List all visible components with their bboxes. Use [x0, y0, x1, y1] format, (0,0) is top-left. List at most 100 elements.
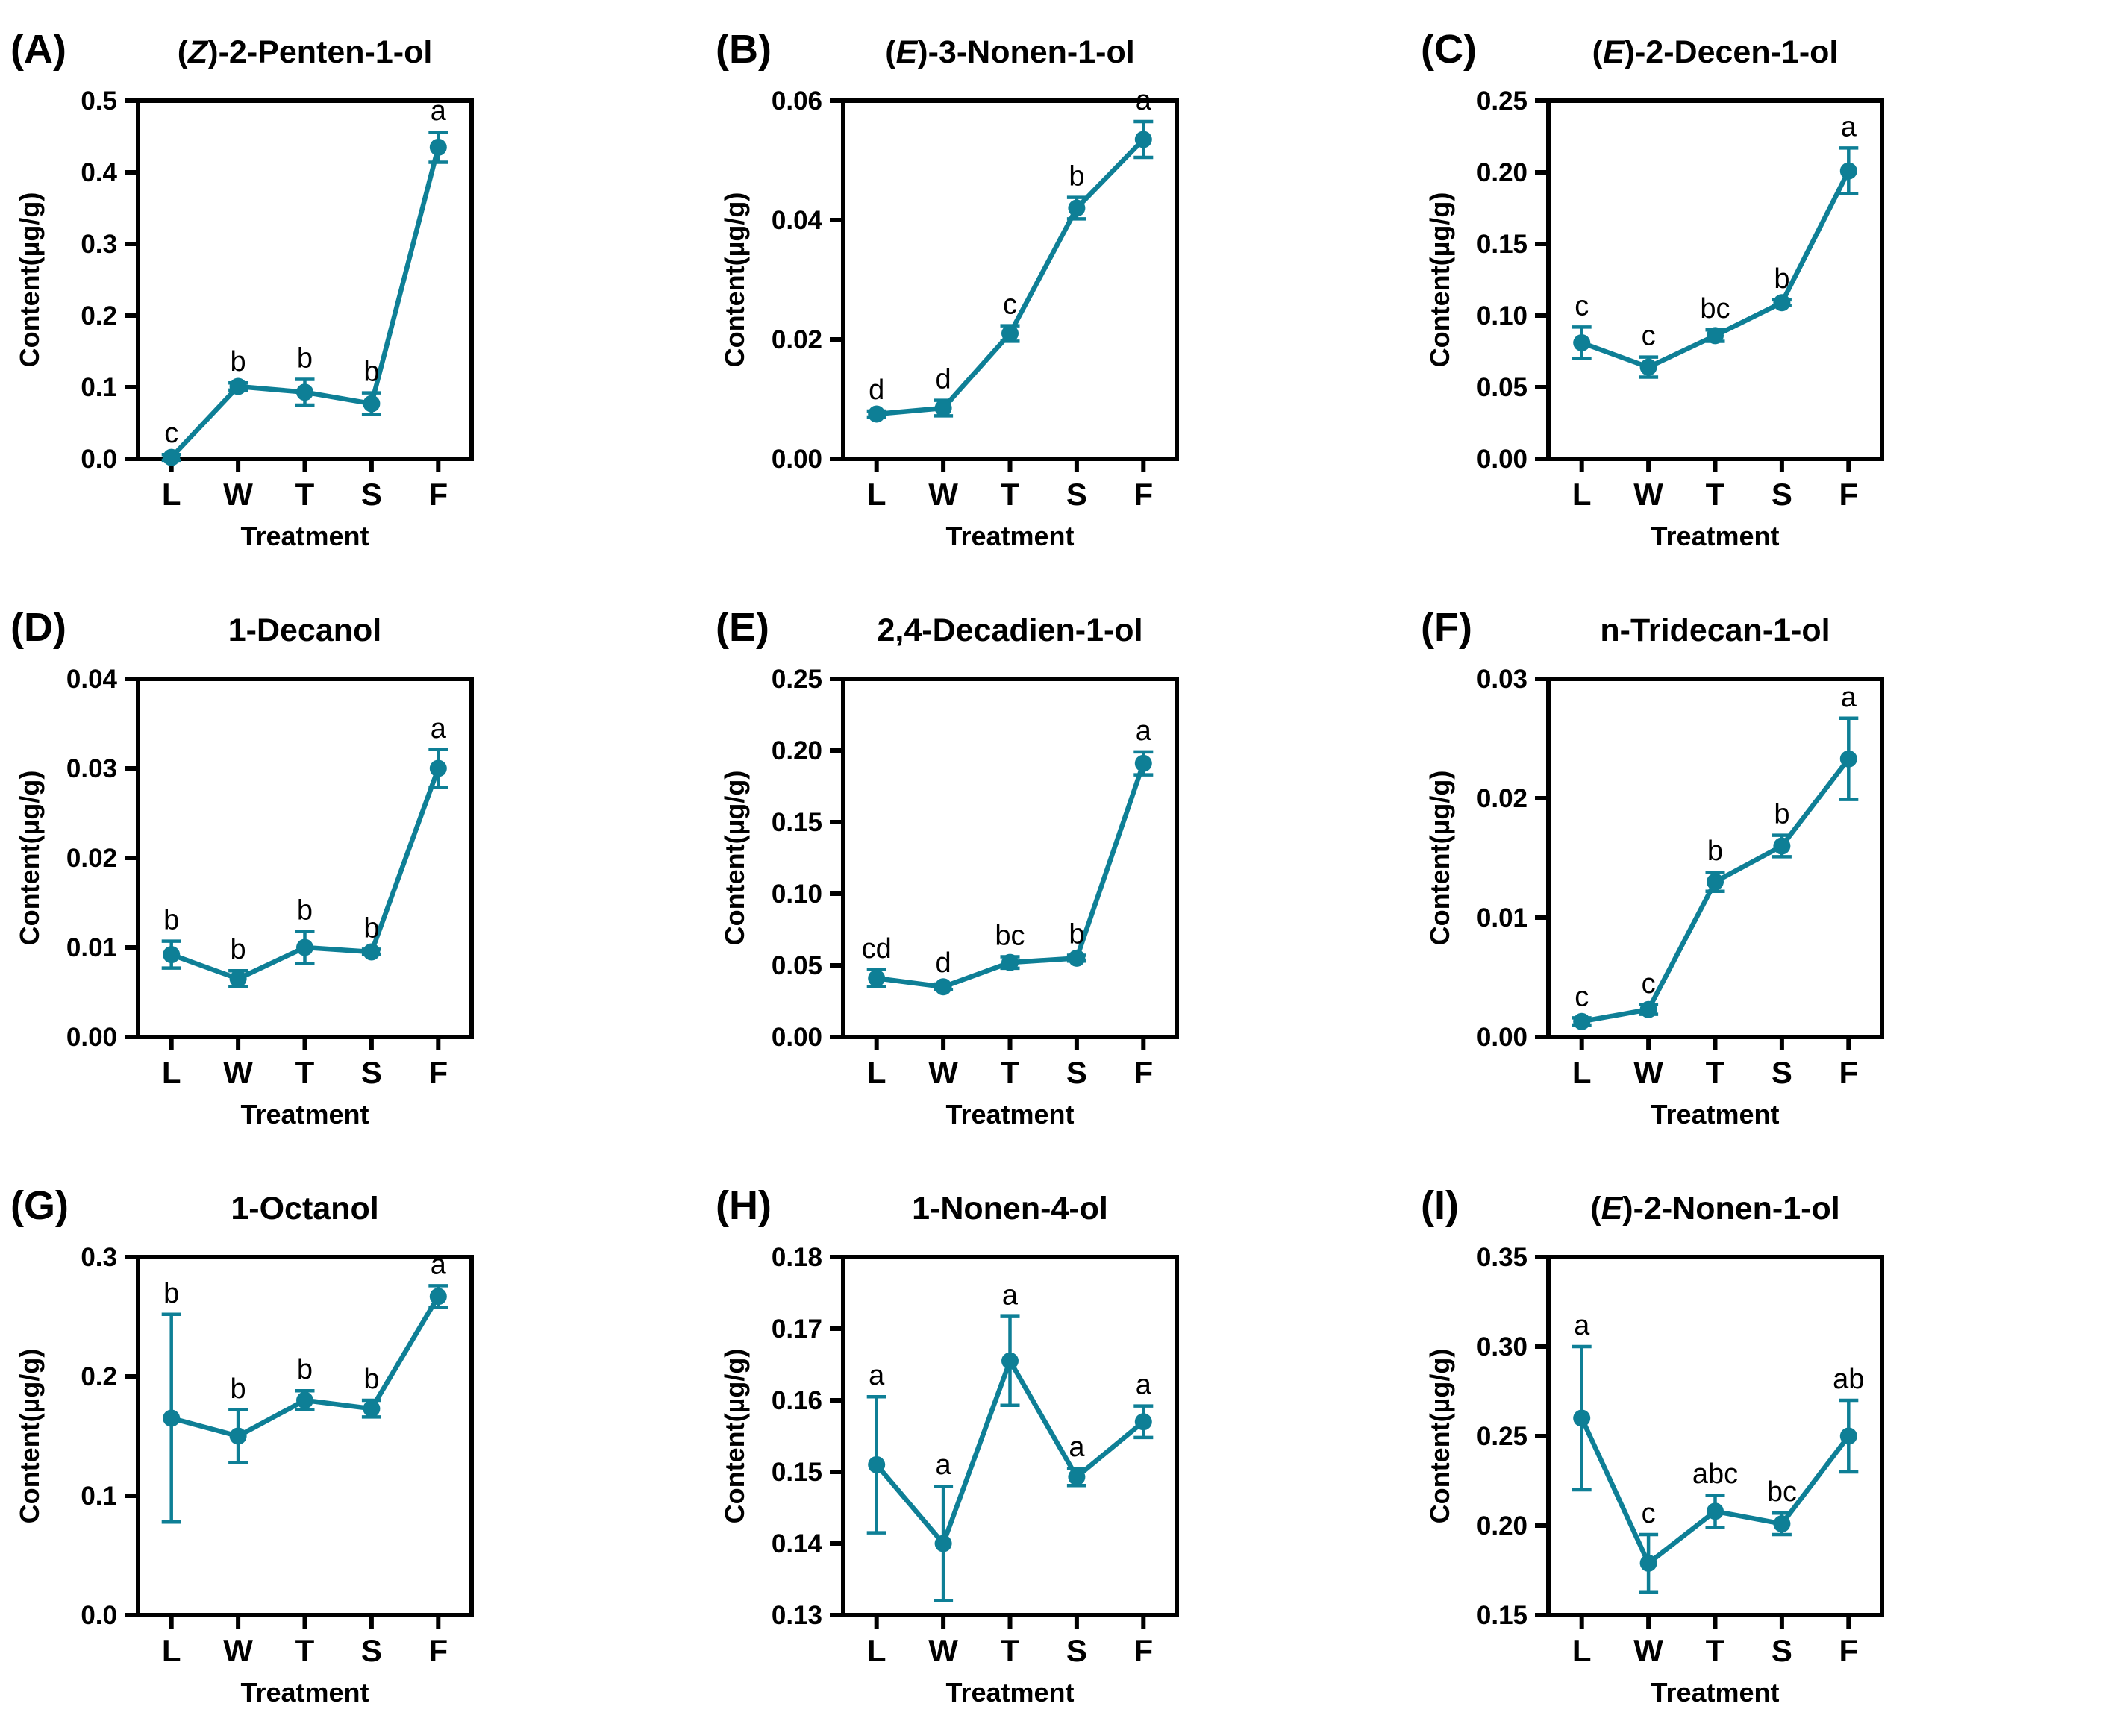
x-category-label: T: [1706, 1055, 1725, 1090]
data-point-marker: [1839, 750, 1857, 768]
data-point-marker: [163, 1409, 181, 1427]
chart-panel: (I) (E)-2-Nonen-1-ol 0.15 0.20 0.25 0.30 0.35 L…: [1421, 1183, 1884, 1708]
significance-letter: a: [1841, 682, 1857, 713]
chart-panel: (A) (Z)-2-Penten-1-ol 0.0 0.1 0.2 0.3 0.4 0.5 L W…: [10, 27, 474, 551]
y-tick-label: 0.2: [81, 1362, 117, 1391]
panel-label: (E): [716, 605, 769, 650]
data-point-marker: [229, 970, 247, 988]
y-axis-title: Content(µg/g): [719, 1349, 750, 1524]
x-category-label: S: [1772, 477, 1792, 512]
significance-letter: d: [869, 375, 884, 406]
x-category-label: L: [867, 477, 886, 512]
y-tick-label: 0.17: [772, 1314, 822, 1344]
x-category-label: F: [428, 1055, 448, 1090]
significance-letter: b: [297, 342, 313, 374]
significance-letter: a: [936, 1450, 952, 1481]
x-category-label: T: [1706, 477, 1725, 512]
x-category-label: W: [1633, 1633, 1663, 1668]
x-category-label: L: [867, 1055, 886, 1090]
data-point-marker: [1134, 754, 1152, 772]
significance-letter: d: [936, 364, 951, 395]
x-category-label: W: [223, 1633, 253, 1668]
x-category-label: F: [1839, 1055, 1858, 1090]
significance-letter: b: [1707, 836, 1723, 867]
x-category-label: F: [1133, 1633, 1153, 1668]
significance-letter: c: [1642, 968, 1656, 1000]
y-tick-label: 0.02: [66, 844, 117, 873]
panel-title: (E)-2-Decen-1-ol: [1592, 34, 1839, 70]
significance-letter: c: [164, 418, 178, 449]
data-point-marker: [1068, 1468, 1086, 1486]
significance-letter: a: [1002, 1280, 1019, 1312]
data-point-marker: [229, 377, 247, 395]
y-tick-label: 0.05: [772, 951, 822, 980]
panel-title: (Z)-2-Penten-1-ol: [178, 34, 433, 70]
y-tick-label: 0.5: [81, 87, 117, 116]
data-point-marker: [868, 405, 886, 423]
panel-title: 2,4-Decadien-1-ol: [877, 612, 1142, 648]
panel-label: (I): [1421, 1183, 1459, 1228]
significance-letter: a: [1574, 1310, 1590, 1341]
y-axis-title: Content(µg/g): [1425, 1349, 1455, 1524]
y-tick-label: 0.00: [66, 1023, 117, 1052]
x-category-label: F: [1839, 1633, 1858, 1668]
x-category-label: L: [1572, 477, 1592, 512]
data-point-marker: [1068, 199, 1086, 217]
y-tick-label: 0.18: [772, 1243, 822, 1272]
y-tick-label: 0.14: [772, 1529, 823, 1558]
chart-cell-f: (F) n-Tridecan-1-ol 0.00 0.01 0.02 0.03 L W T S F T…: [1410, 578, 2116, 1156]
y-axis-title: Content(µg/g): [14, 1349, 45, 1524]
significance-letter: b: [1774, 799, 1789, 830]
panel-label: (A): [10, 27, 66, 72]
significance-letter: a: [1069, 1432, 1085, 1463]
significance-letter: a: [1136, 715, 1152, 747]
y-axis-title: Content(µg/g): [719, 771, 750, 946]
panel-title: (E)-2-Nonen-1-ol: [1590, 1191, 1839, 1226]
significance-letter: b: [231, 346, 246, 377]
x-category-label: S: [361, 477, 382, 512]
x-category-label: F: [428, 477, 448, 512]
data-point-marker: [1573, 1012, 1591, 1030]
significance-letter: ab: [1833, 1364, 1864, 1395]
significance-letter: b: [231, 934, 246, 965]
x-category-label: S: [1066, 477, 1087, 512]
data-point-marker: [1639, 358, 1657, 376]
x-category-label: F: [1133, 477, 1153, 512]
significance-letter: bc: [995, 920, 1025, 951]
chart-cell-c: (C) (E)-2-Decen-1-ol 0.00 0.05 0.10 0.15 0.20 0…: [1410, 0, 2116, 578]
x-category-label: W: [928, 477, 958, 512]
y-tick-label: 0.15: [772, 1458, 822, 1487]
y-axis-title: Content(µg/g): [719, 192, 750, 368]
data-point-marker: [1773, 294, 1791, 312]
panel-title: 1-Decanol: [228, 612, 382, 648]
y-tick-label: 0.0: [81, 445, 117, 474]
significance-letter: a: [431, 1249, 447, 1280]
data-point-marker: [363, 395, 381, 413]
y-tick-label: 0.2: [81, 301, 117, 330]
data-line: [169, 145, 441, 460]
y-tick-label: 0.04: [66, 665, 118, 694]
data-point-marker: [1773, 837, 1791, 855]
y-tick-label: 0.13: [772, 1601, 822, 1630]
plot-frame: [1546, 1255, 1884, 1617]
data-line: [874, 137, 1146, 417]
chart-panel: (D) 1-Decanol 0.00 0.01 0.02 0.03 0.04 L W T S F Tre…: [10, 605, 474, 1129]
x-category-label: S: [361, 1055, 382, 1090]
x-category-label: W: [223, 477, 253, 512]
significance-letter: a: [869, 1360, 885, 1391]
data-point-marker: [1773, 1515, 1791, 1533]
data-point-marker: [934, 978, 952, 996]
y-tick-label: 0.15: [772, 808, 822, 837]
data-point-marker: [296, 383, 313, 401]
x-category-label: T: [295, 477, 315, 512]
significance-letter: b: [1069, 919, 1084, 950]
y-tick-label: 0.1: [81, 1482, 117, 1511]
significance-letter: b: [163, 1278, 179, 1309]
data-point-marker: [934, 1535, 952, 1552]
plot-frame: [136, 677, 474, 1039]
significance-letter: b: [363, 912, 379, 944]
y-tick-label: 0.01: [1477, 903, 1527, 933]
significance-letter: b: [163, 905, 179, 936]
y-tick-label: 0.1: [81, 373, 117, 402]
panel-label: (D): [10, 605, 66, 650]
